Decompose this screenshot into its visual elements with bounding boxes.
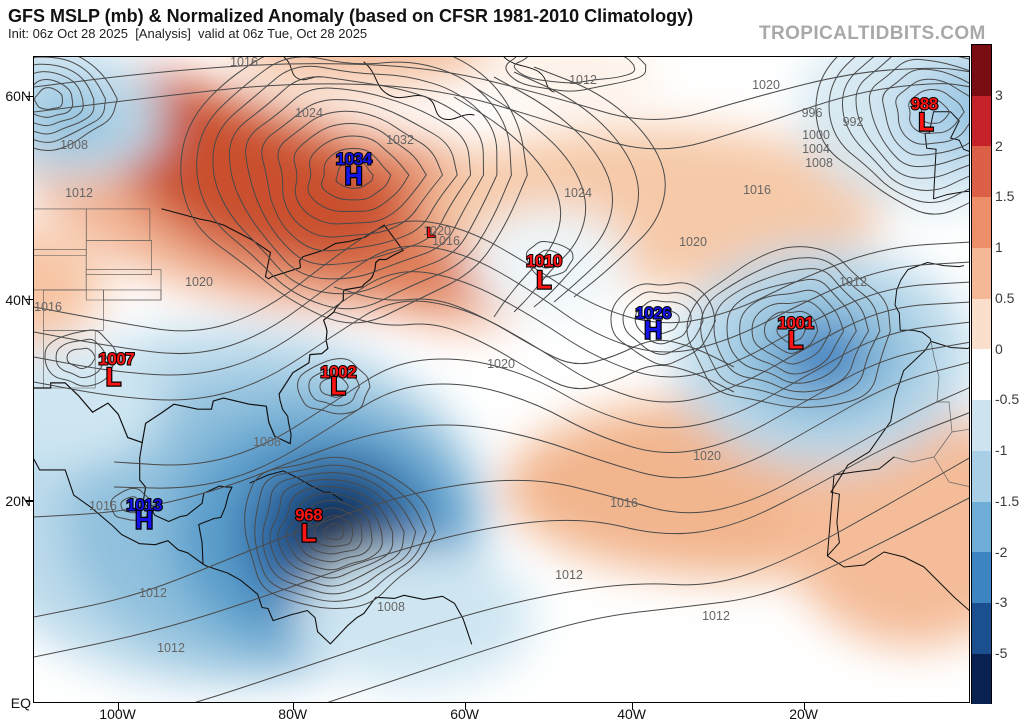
svg-text:1012: 1012 xyxy=(139,586,167,600)
svg-text:1016: 1016 xyxy=(34,300,62,314)
svg-text:1016: 1016 xyxy=(230,57,258,69)
svg-text:1020: 1020 xyxy=(752,78,780,92)
svg-text:1020: 1020 xyxy=(185,275,213,289)
svg-text:1012: 1012 xyxy=(569,73,597,87)
svg-text:992: 992 xyxy=(843,115,864,129)
svg-text:1008: 1008 xyxy=(377,600,405,614)
svg-text:1016: 1016 xyxy=(743,183,771,197)
svg-text:1004: 1004 xyxy=(802,142,830,156)
svg-text:1012: 1012 xyxy=(157,641,185,655)
svg-text:1000: 1000 xyxy=(802,128,830,142)
svg-text:1012: 1012 xyxy=(839,275,867,289)
svg-text:1008: 1008 xyxy=(805,156,833,170)
svg-text:1012: 1012 xyxy=(555,568,583,582)
svg-text:1016: 1016 xyxy=(432,234,460,248)
svg-text:1020: 1020 xyxy=(693,449,721,463)
svg-text:1016: 1016 xyxy=(89,499,117,513)
svg-text:1024: 1024 xyxy=(295,106,323,120)
svg-text:1032: 1032 xyxy=(386,133,414,147)
svg-text:996: 996 xyxy=(802,106,823,120)
svg-text:1012: 1012 xyxy=(702,609,730,623)
svg-text:1020: 1020 xyxy=(679,235,707,249)
svg-text:1024: 1024 xyxy=(564,186,592,200)
svg-text:1012: 1012 xyxy=(65,186,93,200)
svg-text:1016: 1016 xyxy=(610,496,638,510)
svg-text:1008: 1008 xyxy=(60,138,88,152)
svg-text:1008: 1008 xyxy=(253,435,281,449)
svg-text:1020: 1020 xyxy=(487,357,515,371)
